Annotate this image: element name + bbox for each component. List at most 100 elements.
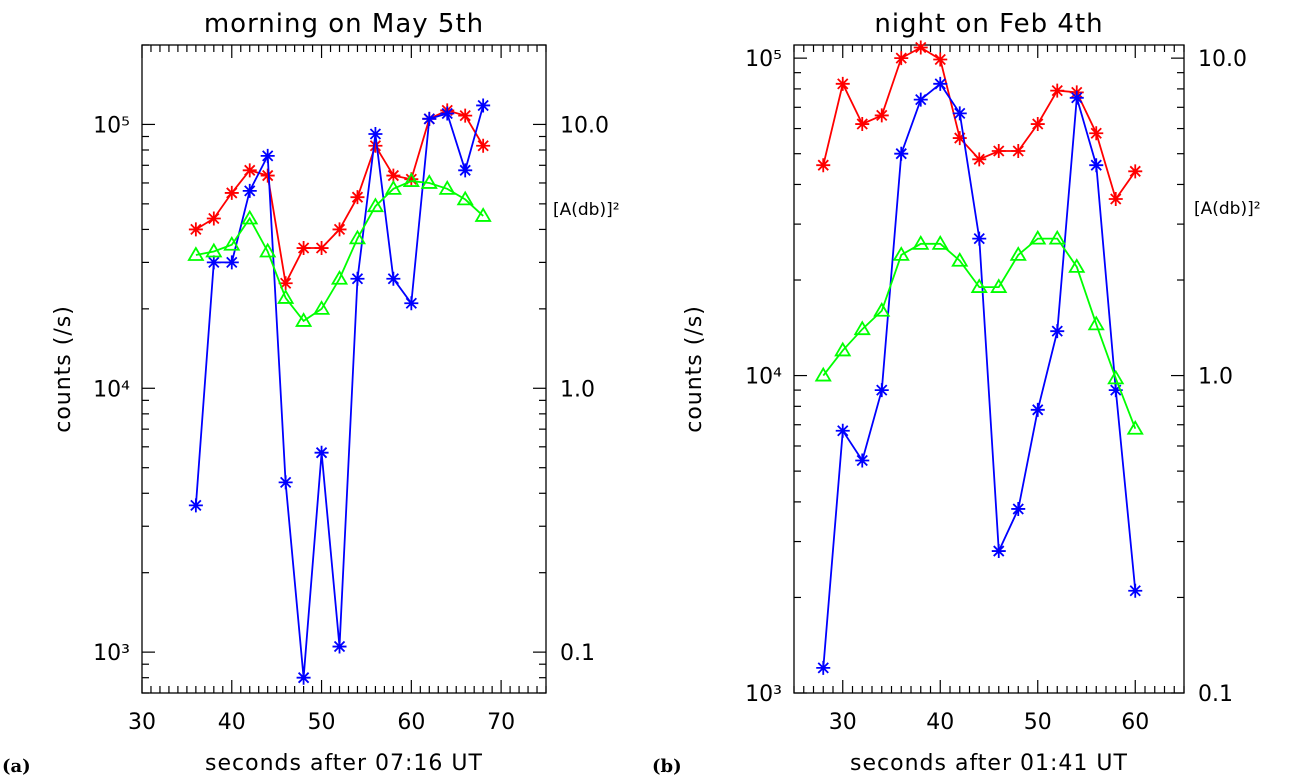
panel-a-series-3-point — [241, 209, 259, 225]
panel-a-series-3-point — [205, 242, 223, 258]
panel-a-series-2-point — [368, 126, 383, 141]
panel-b-series-1 — [816, 40, 1143, 206]
y-tick-label: 10³ — [93, 641, 130, 666]
right-y-tick-label: 10.0 — [1198, 47, 1247, 72]
panel-b-series-1-point — [913, 40, 928, 55]
panel-b-series-2-point — [816, 660, 831, 675]
panel-a-series-1-point — [368, 138, 383, 153]
panel-b-series-2-point — [913, 92, 928, 107]
panel-b-series-3-point — [873, 301, 891, 317]
y-tick-label: 10³ — [745, 682, 782, 707]
panel-a-series-3-point — [438, 180, 456, 195]
panel-b-series-1-point — [855, 117, 870, 132]
panel-a-right-axis-label: [A(db)]² — [553, 200, 620, 220]
panel-a-series-1 — [188, 103, 491, 291]
panel-b-series-3-point — [931, 235, 949, 250]
panel-a-series-2-point — [476, 98, 491, 113]
panel-b-series-1-point — [1108, 191, 1123, 206]
panel-a-series-1-point — [278, 276, 293, 291]
panel-a-series — [187, 98, 492, 685]
panel-a-series-3-point — [456, 190, 474, 206]
panel-a-series-3-point — [259, 242, 277, 258]
panel-b-series-2-point — [1011, 501, 1026, 516]
panel-b-plot-frame — [793, 44, 1185, 694]
panel-a-series-2-point — [260, 148, 275, 163]
panel-a-series-2-point — [458, 163, 473, 178]
panel-b-series-2-point — [1030, 402, 1045, 417]
panel-b-series-2-point — [874, 383, 889, 398]
panel-b-series-2-point — [1108, 383, 1123, 398]
panel-b-series-3-point — [970, 278, 988, 293]
panel-b-series-1-point — [1030, 117, 1045, 132]
panel-b-series-1-point — [1050, 83, 1065, 98]
x-tick-label: 30 — [128, 710, 156, 735]
panel-b-series-3-point — [1029, 229, 1047, 245]
panel-a-series-1-point — [206, 211, 221, 226]
panel-a-series-3-point — [330, 270, 349, 285]
panel-b-label: (b) — [652, 756, 682, 777]
x-tick-label: 50 — [1024, 710, 1052, 735]
panel-b-series-3-point — [990, 278, 1008, 293]
panel-b-series-3-point — [951, 251, 969, 267]
panel-a-series-2-point — [224, 255, 239, 270]
y-tick-label: 10⁴ — [745, 365, 782, 390]
panel-a-axis-ticks: 30 40 50 60 70 10³ 10⁴ 10⁵ 0.1 1.0 10.0 — [93, 44, 609, 735]
panel-a-series-3-point — [366, 197, 384, 213]
panel-a-series-1-point — [314, 241, 329, 256]
panel-b-series-1-line — [822, 46, 1137, 202]
panel-b-series-3-point — [1068, 258, 1086, 273]
panel-b-series-2-point — [1050, 324, 1065, 339]
panel-a-series-2 — [188, 98, 491, 685]
panel-a-series-1-point — [188, 222, 203, 237]
panel-a-series-3-point — [348, 229, 367, 245]
y-tick-label: 10⁴ — [93, 377, 130, 402]
panel-b-series-3-point — [814, 366, 832, 382]
panel-b-series-3-point — [853, 320, 871, 336]
panel-a-series-2-point — [386, 271, 401, 286]
x-tick-label: 30 — [829, 710, 857, 735]
panel-b-series-2-point — [855, 453, 870, 468]
panel-a-series-2-point — [440, 106, 455, 121]
panel-a-series-3-point — [277, 289, 295, 304]
panel-b-series-3-line — [822, 237, 1137, 430]
panel-a-plot-frame — [141, 44, 547, 694]
panel-a-series-3 — [187, 172, 492, 327]
panel-a-series-2-point — [332, 639, 347, 654]
x-tick-label: 40 — [926, 710, 954, 735]
panel-a-series-1-point — [260, 168, 275, 183]
panel-b-series-1-point — [1128, 164, 1143, 179]
panel-a-series-2-point — [314, 445, 329, 460]
panel-b-series-3 — [814, 229, 1144, 435]
panel-b: night on Feb 4th seconds after 01:41 UT … — [652, 9, 1261, 777]
panel-a-series-2-point — [296, 670, 311, 685]
panel-b-series-3-point — [1009, 246, 1027, 261]
panel-b-series-3-point — [1107, 369, 1125, 385]
panel-b-series-2-point — [1069, 90, 1084, 105]
panel-a-series-3-line — [195, 180, 484, 323]
panel-a-series-1-point — [332, 222, 347, 237]
panel-b-series-2-point — [1089, 158, 1104, 173]
panel-b-y-axis-label: counts (/s) — [682, 305, 707, 433]
panel-a-series-3-point — [295, 312, 313, 327]
panel-b-series-3-point — [912, 235, 930, 250]
panel-a-series-2-point — [188, 498, 203, 513]
panel-b-series-2-point — [952, 106, 967, 121]
right-y-tick-label: 10.0 — [560, 113, 609, 138]
panel-b-series-1-point — [894, 51, 909, 66]
panel-a-series-2-point — [278, 475, 293, 490]
panel-b-series-1-point — [1011, 143, 1026, 158]
panel-b-series-2 — [816, 76, 1143, 675]
panel-a-series-3-point — [312, 300, 331, 315]
panel-a-x-axis-label: seconds after 07:16 UT — [205, 751, 483, 776]
panel-a-title: morning on May 5th — [204, 9, 484, 39]
panel-a-series-2-point — [206, 255, 221, 270]
panel-a-series-1-point — [242, 163, 257, 178]
x-tick-label: 50 — [308, 710, 336, 735]
right-y-tick-label: 0.1 — [560, 641, 595, 666]
panel-b-series-3-point — [1087, 315, 1105, 331]
panel-a-series-1-point — [224, 185, 239, 200]
panel-b-series-1-point — [972, 152, 987, 167]
panel-a-label: (a) — [2, 756, 31, 777]
panel-a: morning on May 5th seconds after 07:16 U… — [2, 9, 620, 777]
panel-b-series-3-point — [1126, 419, 1144, 435]
